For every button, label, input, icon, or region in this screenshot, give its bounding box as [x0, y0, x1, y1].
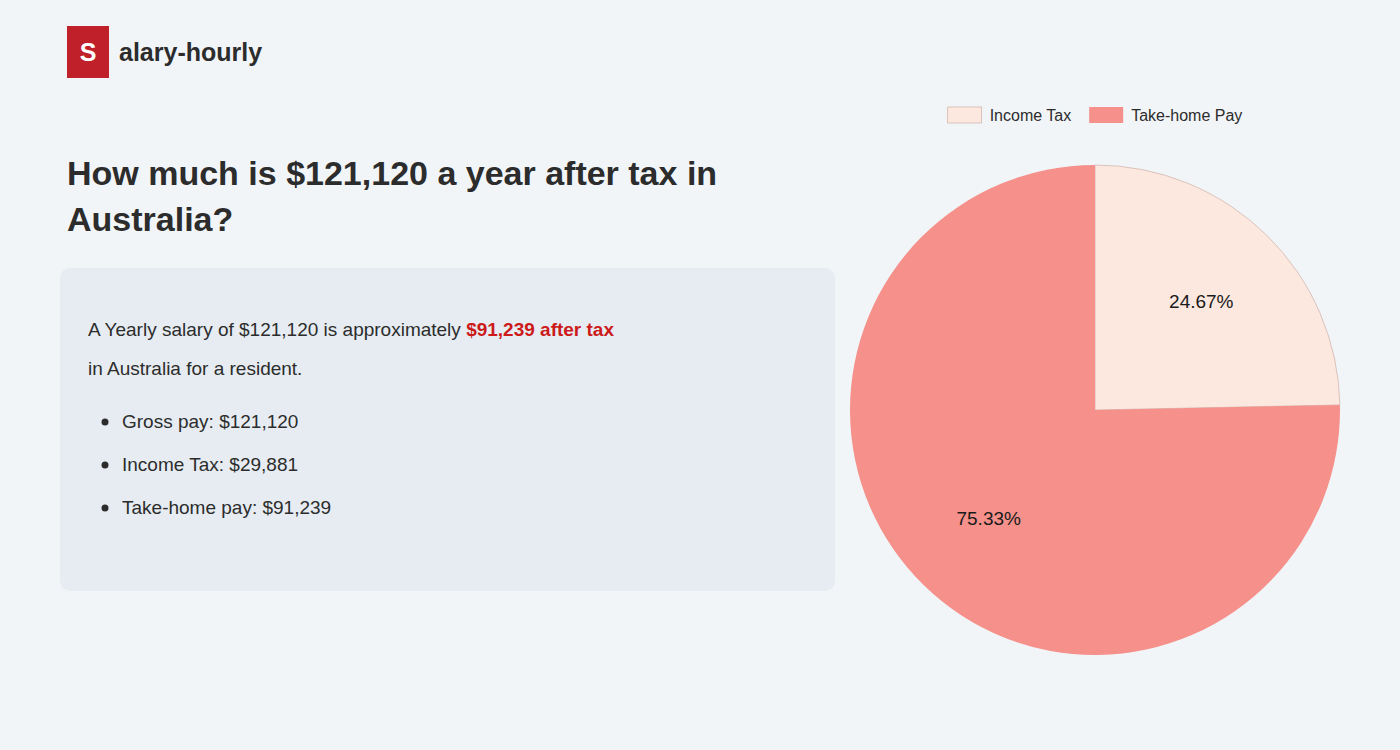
- pie: [850, 165, 1340, 655]
- body-text: A Yearly salary of $121,120 is approxima…: [88, 319, 614, 340]
- pie-slice: [850, 165, 1340, 655]
- background: [0, 0, 1400, 750]
- title-line: Australia?: [67, 200, 233, 238]
- bullet-dot: [102, 505, 109, 512]
- chart: Salary-hourly How much is $121,120 a year…: [0, 0, 1400, 750]
- body-text-part: A Yearly salary of $121,120 is approxima…: [88, 319, 466, 340]
- bullet-text: Income Tax: $29,881: [122, 454, 298, 475]
- body-text: in Australia for a resident.: [88, 358, 302, 379]
- legend-label: Income Tax: [990, 107, 1072, 124]
- bullet-dot: [102, 419, 109, 426]
- legend-label: Take-home Pay: [1131, 107, 1242, 124]
- title: How much is $121,120 a year after tax in…: [67, 154, 717, 238]
- body-highlight: $91,239 after tax: [466, 319, 614, 340]
- pie-slice: [1095, 165, 1340, 410]
- legend-swatch: [948, 107, 982, 123]
- legend: Income Tax Take-home Pay: [948, 107, 1243, 124]
- logo-box: [67, 26, 109, 78]
- data-label: 75.33%: [956, 508, 1021, 529]
- bullet-dot: [102, 462, 109, 469]
- title-line: How much is $121,120 a year after tax in: [67, 154, 717, 192]
- legend-swatch: [1089, 107, 1123, 123]
- data-label: 24.67%: [1169, 291, 1234, 312]
- bullet-text: Take-home pay: $91,239: [122, 497, 331, 518]
- logo-letter: S: [80, 38, 97, 66]
- info-box: [60, 268, 835, 591]
- logo-text: alary-hourly: [119, 38, 262, 66]
- bullet-text: Gross pay: $121,120: [122, 411, 298, 432]
